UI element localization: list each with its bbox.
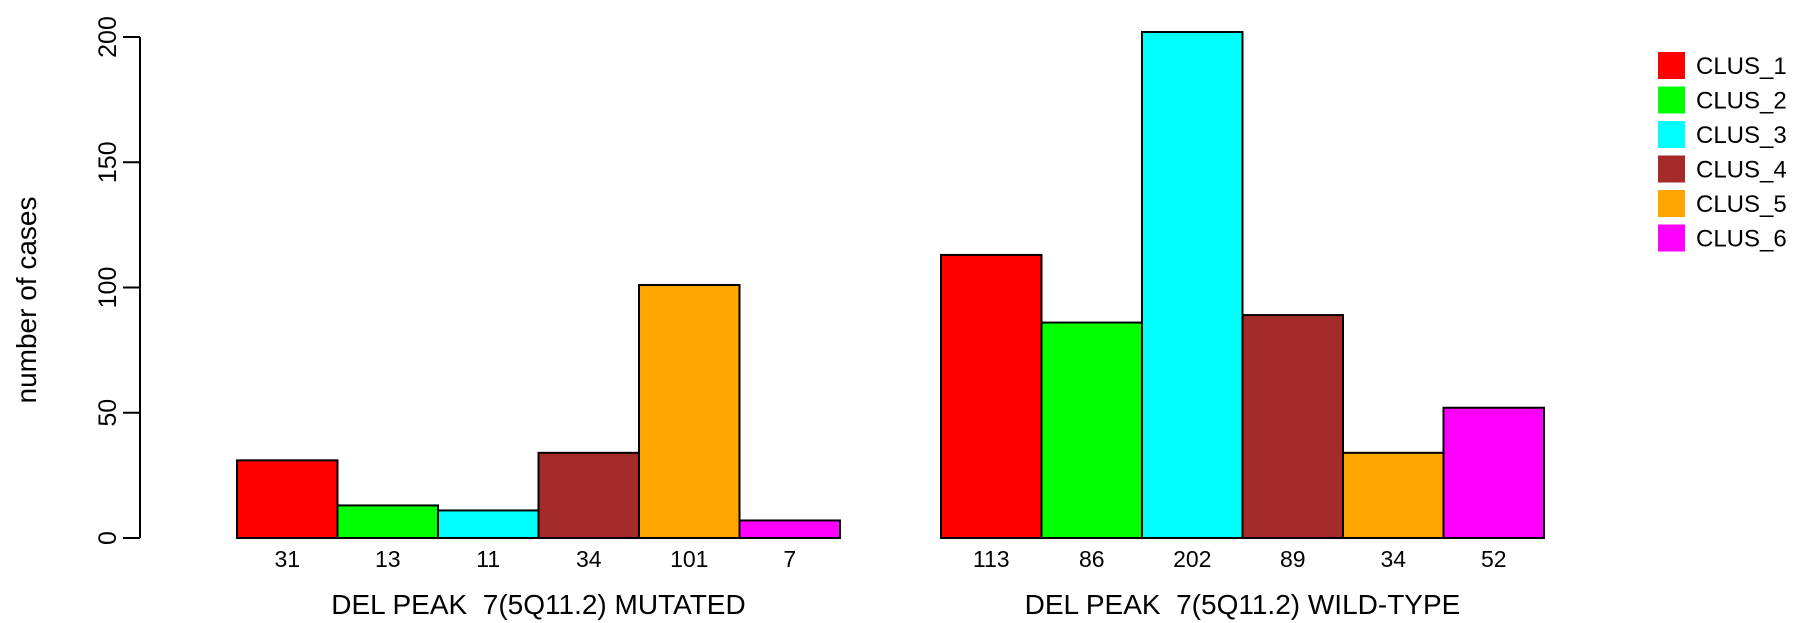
bar-groups: 31 13 11 34 101 7 DEL PEAK 7(5Q11.2) MUTATED 11…: [236, 30, 1545, 620]
legend-label: CLUS_1: [1696, 53, 1787, 80]
bar-clus-4: [537, 451, 640, 539]
legend-swatch: [1658, 86, 1685, 114]
legend-item: CLUS_4: [1658, 155, 1787, 184]
bar-value-label: 34: [576, 546, 602, 572]
legend-item: CLUS_2: [1658, 86, 1787, 115]
legend-swatch: [1658, 190, 1685, 217]
bar-value-label: 86: [1079, 546, 1105, 572]
bar-clus-5: [638, 283, 741, 539]
bar-value-label: 34: [1380, 546, 1406, 572]
y-tick-label: 100: [94, 267, 122, 309]
y-tick-label: 50: [94, 399, 122, 427]
bar-clus-1: [940, 253, 1043, 539]
y-tick-label: 200: [94, 16, 122, 58]
bar-value-label: 31: [274, 546, 300, 572]
bar-clus-3: [1141, 30, 1244, 540]
bar-value-label: 89: [1280, 546, 1306, 572]
y-axis-title: number of cases: [11, 197, 42, 404]
y-tick-label: 0: [94, 531, 122, 545]
legend-swatch: [1658, 224, 1685, 252]
legend-label: CLUS_6: [1696, 226, 1787, 253]
legend-label: CLUS_2: [1696, 88, 1787, 115]
legend-item: CLUS_3: [1658, 121, 1787, 149]
bar-group: 31 13 11 34 101 7 DEL PEAK 7(5Q11.2) MUTATED: [236, 283, 841, 620]
group-label: DEL PEAK 7(5Q11.2) MUTATED: [331, 589, 745, 620]
bar-clus-6: [738, 519, 841, 540]
legend-item: CLUS_6: [1658, 224, 1787, 253]
legend-item: CLUS_1: [1658, 52, 1787, 80]
bar-group: 113 86 202 89 34 52 DEL PEAK 7(5Q11.2) WILD-TY…: [940, 30, 1545, 620]
bar-value-label: 11: [476, 546, 500, 572]
bar-clus-3: [437, 509, 540, 540]
y-axis: 0 50 100 150 200 number of cases: [11, 16, 141, 545]
y-tick-label: 150: [94, 141, 122, 183]
legend-swatch: [1658, 52, 1685, 79]
bar-value-label: 7: [783, 546, 796, 572]
bar-clus-1: [236, 459, 339, 539]
bar-clus-4: [1241, 314, 1344, 539]
bar-clus-5: [1342, 451, 1445, 539]
bar-clus-2: [1040, 321, 1143, 539]
bar-value-label: 202: [1173, 546, 1211, 572]
bar-value-label: 113: [973, 546, 1010, 572]
bar-clus-2: [336, 504, 439, 539]
group-label: DEL PEAK 7(5Q11.2) WILD-TYPE: [1025, 589, 1461, 620]
bar-value-label: 101: [670, 546, 708, 572]
legend-swatch: [1658, 121, 1685, 148]
legend-label: CLUS_5: [1696, 191, 1787, 218]
legend-swatch: [1658, 155, 1685, 183]
bar-value-label: 52: [1481, 546, 1507, 572]
bar-value-label: 13: [375, 546, 401, 572]
bar-clus-6: [1442, 406, 1545, 539]
legend-item: CLUS_5: [1658, 190, 1787, 218]
legend-label: CLUS_3: [1696, 122, 1787, 149]
legend: CLUS_1 CLUS_2 CLUS_3 CLUS_4 CLUS_5 CLUS_6: [1658, 52, 1787, 253]
legend-label: CLUS_4: [1696, 157, 1787, 184]
